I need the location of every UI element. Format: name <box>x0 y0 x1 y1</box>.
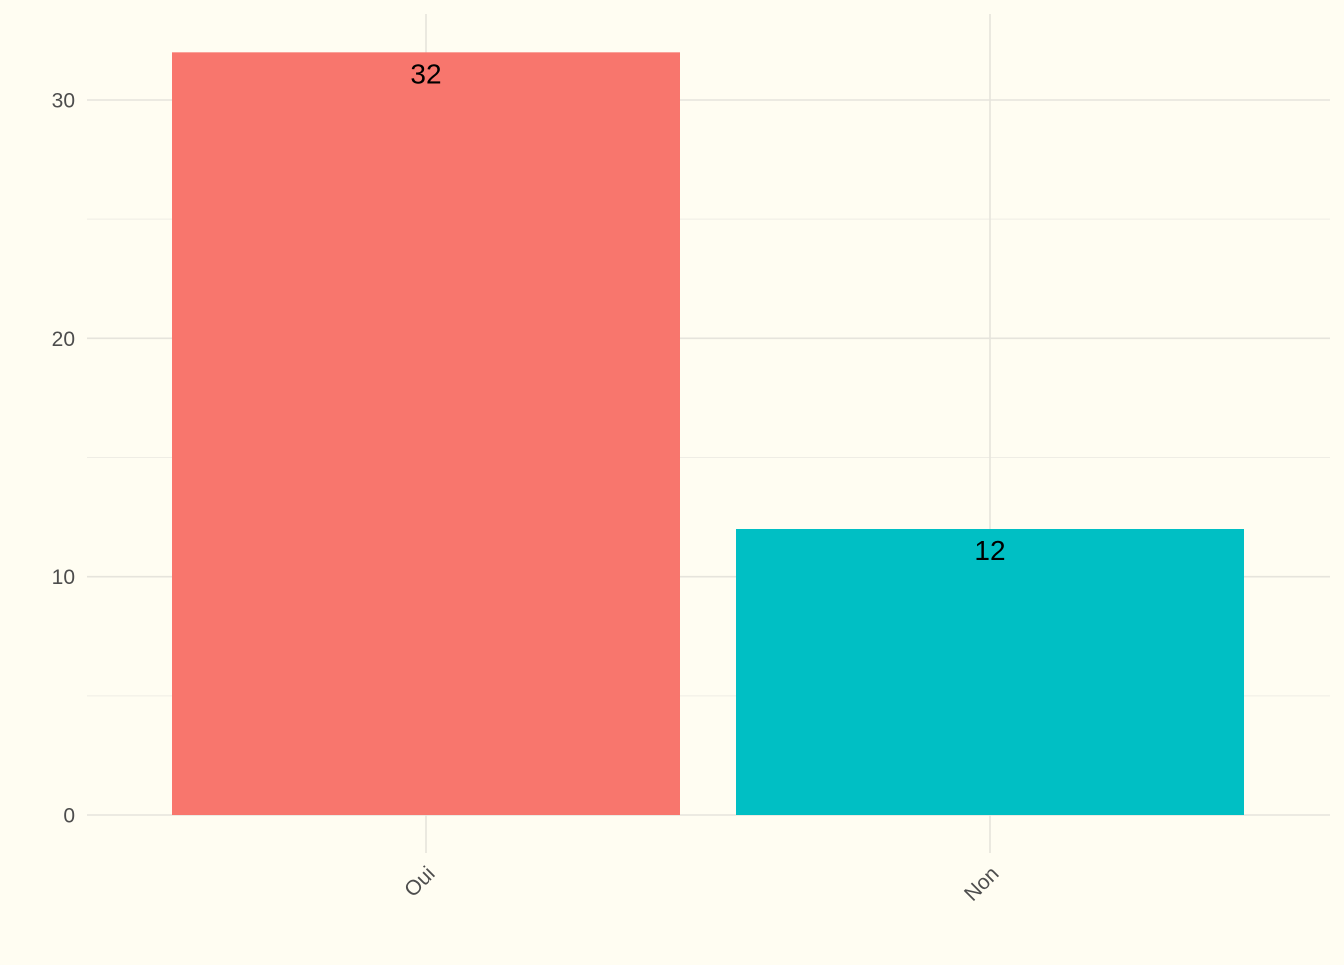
y-tick-label: 30 <box>52 90 75 113</box>
bar-non <box>736 529 1244 815</box>
bar-oui <box>172 52 680 816</box>
x-axis: Oui Non <box>400 862 1003 906</box>
x-tick-label-non: Non <box>960 862 1004 906</box>
data-labels: 32 12 <box>410 58 1005 566</box>
x-tick-label-oui: Oui <box>400 862 439 901</box>
data-label-oui: 32 <box>410 58 441 89</box>
y-axis: 0 10 20 30 <box>52 90 75 828</box>
y-tick-label: 20 <box>52 328 75 351</box>
y-tick-label: 0 <box>63 805 75 828</box>
bars <box>172 52 1244 816</box>
data-label-non: 12 <box>974 535 1005 566</box>
y-tick-label: 10 <box>52 566 75 589</box>
